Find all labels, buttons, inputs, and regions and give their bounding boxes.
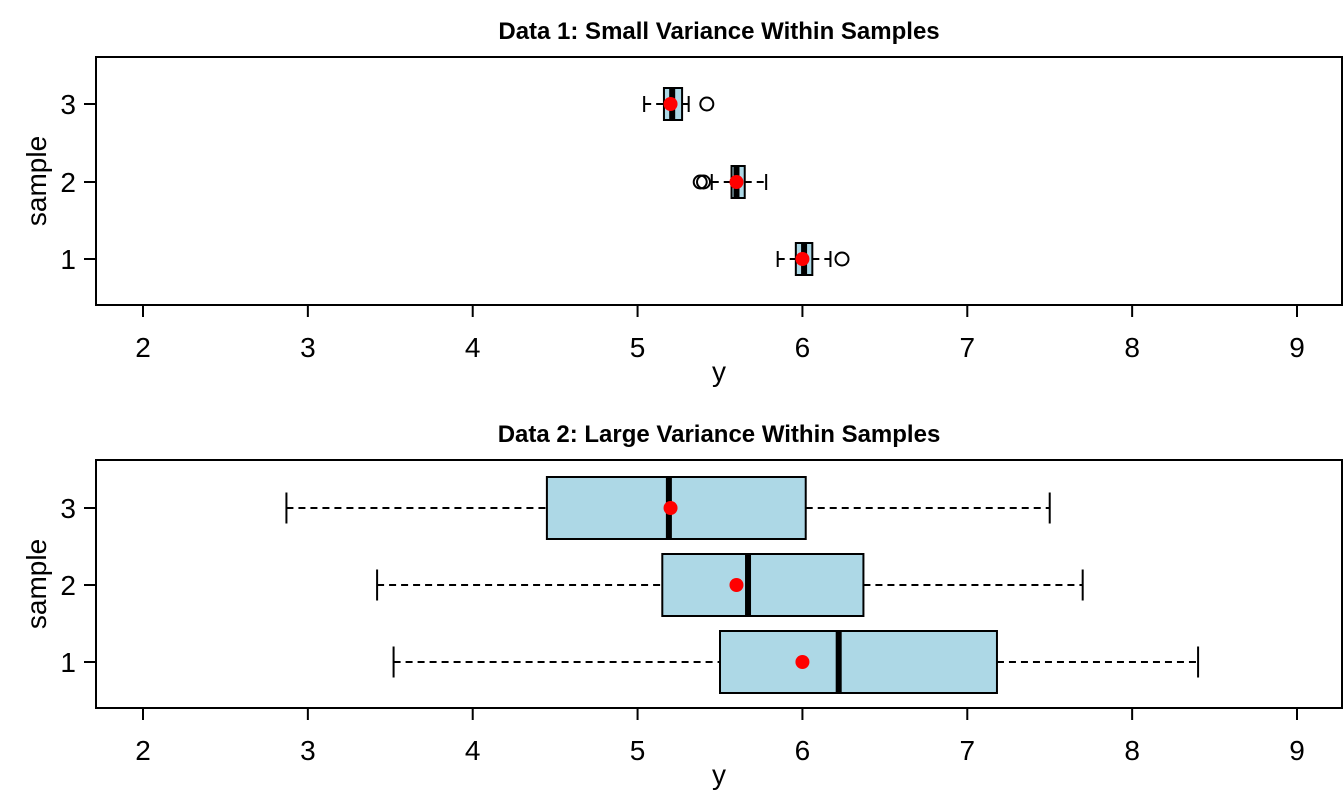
y-axis: 1 2 3 [60,89,97,275]
x-axis: 2 3 4 5 6 7 8 9 [135,304,1305,363]
box-sample-1 [776,242,850,276]
mean-point [663,501,678,515]
x-axis-label: y [712,356,726,387]
x-tick-label: 9 [1289,332,1305,363]
x-tick-label: 7 [959,332,975,363]
box-sample-3 [285,476,1051,540]
chart-large-variance: Data 2: Large Variance Within Samples 2 3… [21,421,1343,790]
x-tick-label: 2 [135,332,151,363]
y-tick-label: 1 [60,647,76,678]
chart-small-variance: Data 1: Small Variance Within Samples 2 3… [21,18,1343,387]
iqr-box [661,553,865,617]
x-tick-label: 7 [959,735,975,766]
x-tick-label: 6 [795,735,811,766]
x-tick-label: 8 [1124,735,1140,766]
box-sample-2 [692,165,768,199]
chart-title: Data 1: Small Variance Within Samples [498,18,939,45]
y-axis-label: sample [21,539,52,629]
outlier-point [696,174,712,190]
x-tick-label: 3 [300,735,316,766]
mean-point [729,578,744,592]
x-tick-label: 9 [1289,735,1305,766]
mean-point [795,655,810,669]
x-tick-label: 5 [630,332,646,363]
x-tick-label: 2 [135,735,151,766]
x-tick-label: 4 [465,332,481,363]
x-tick-label: 6 [795,332,811,363]
outlier-point [834,251,850,267]
x-tick-label: 4 [465,735,481,766]
y-tick-label: 3 [60,89,76,120]
y-axis: 1 2 3 [60,493,97,678]
outlier-point [699,96,715,112]
y-axis-label: sample [21,136,52,226]
x-tick-label: 3 [300,332,316,363]
x-axis-label: y [712,759,726,790]
iqr-box [719,630,998,694]
boxplot-marks [643,87,850,276]
x-tick-label: 8 [1124,332,1140,363]
x-tick-label: 5 [630,735,646,766]
mean-point [795,252,810,266]
y-tick-label: 3 [60,493,76,524]
box-sample-3 [643,87,715,121]
boxplot-marks [285,476,1200,694]
mean-point [663,97,678,111]
y-tick-label: 2 [60,167,76,198]
box-sample-1 [392,630,1200,694]
chart-title: Data 2: Large Variance Within Samples [498,421,941,448]
box-sample-2 [376,553,1084,617]
mean-point [729,175,744,189]
x-axis: 2 3 4 5 6 7 8 9 [135,707,1305,766]
y-tick-label: 2 [60,570,76,601]
y-tick-label: 1 [60,244,76,275]
